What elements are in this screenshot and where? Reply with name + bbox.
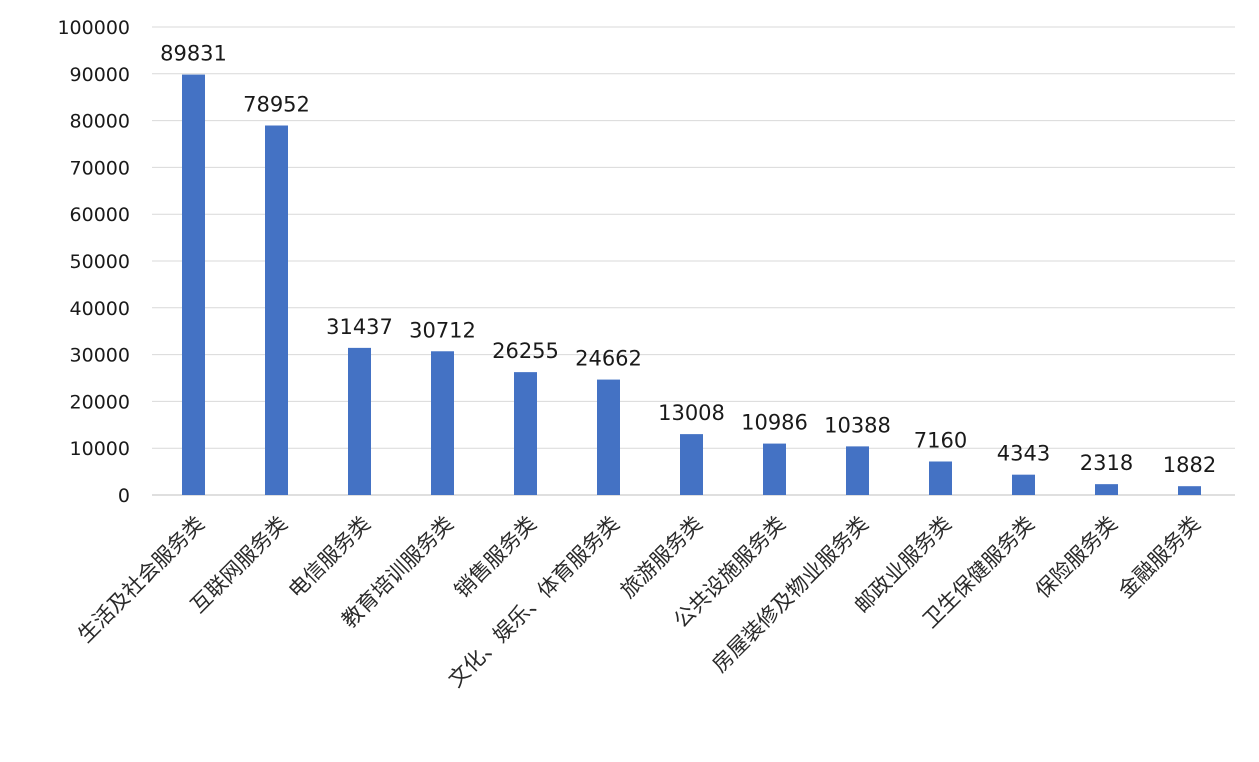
data-label: 2318	[1080, 451, 1133, 475]
data-label: 78952	[243, 93, 310, 117]
bar	[680, 434, 703, 495]
bar	[182, 74, 205, 496]
data-label: 1882	[1163, 453, 1216, 477]
category-label: 房屋装修及物业服务类	[708, 512, 873, 677]
bar	[514, 372, 537, 495]
bar	[431, 351, 454, 495]
y-tick-label: 70000	[70, 157, 130, 179]
data-labels: 89831 78952 31437 30712 26255 24662 13008 10986…	[160, 42, 1216, 478]
y-tick-label: 100000	[57, 17, 130, 39]
bar	[597, 379, 620, 495]
y-tick-label: 30000	[70, 345, 130, 367]
data-label: 10986	[741, 411, 808, 435]
bars	[182, 74, 1201, 496]
bar	[846, 446, 869, 495]
gridlines	[152, 26, 1235, 496]
data-label: 13008	[658, 401, 725, 425]
x-axis-categories: 生活及社会服务类互联网服务类电信服务类教育培训服务类销售服务类文化、娱乐、体育服…	[73, 512, 1205, 692]
data-label: 10388	[824, 413, 891, 437]
category-label: 文化、娱乐、体育服务类	[444, 512, 624, 692]
category-label: 金融服务类	[1114, 512, 1205, 603]
data-label: 89831	[160, 42, 227, 66]
y-tick-label: 80000	[70, 111, 130, 133]
y-axis-ticks: 0 10000 20000 30000 40000 50000 60000 70000 8000…	[57, 17, 130, 507]
y-tick-label: 20000	[70, 391, 130, 413]
y-tick-label: 60000	[70, 204, 130, 226]
bar	[348, 347, 371, 495]
data-label: 31437	[326, 315, 393, 339]
category-label: 销售服务类	[450, 512, 541, 603]
category-label: 保险服务类	[1031, 512, 1122, 603]
category-label: 旅游服务类	[616, 512, 707, 603]
bar	[1178, 486, 1201, 495]
y-tick-label: 90000	[70, 64, 130, 86]
bar	[265, 125, 288, 495]
bar	[1012, 474, 1035, 495]
y-tick-label: 40000	[70, 298, 130, 320]
bar	[929, 461, 952, 495]
category-label: 生活及社会服务类	[73, 512, 209, 648]
category-label: 电信服务类	[284, 512, 375, 603]
bar	[1095, 484, 1118, 495]
data-label: 7160	[914, 428, 967, 452]
data-label: 26255	[492, 339, 559, 363]
y-tick-label: 50000	[70, 251, 130, 273]
data-label: 24662	[575, 347, 642, 371]
y-tick-label: 0	[118, 485, 130, 507]
bar	[763, 443, 786, 495]
data-label: 4343	[997, 442, 1050, 466]
data-label: 30712	[409, 318, 476, 342]
y-tick-label: 10000	[70, 438, 130, 460]
